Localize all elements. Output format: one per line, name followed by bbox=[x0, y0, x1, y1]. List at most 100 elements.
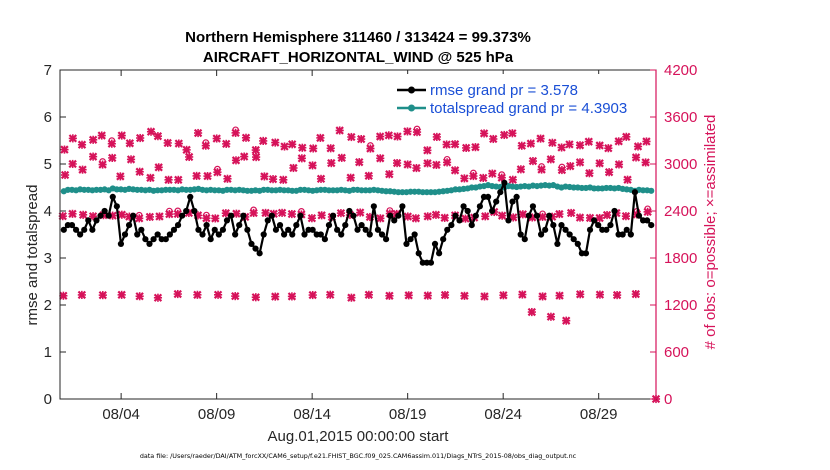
series-point bbox=[644, 217, 651, 224]
obs-assimilated-marker bbox=[309, 144, 318, 153]
obs-assimilated-marker bbox=[68, 209, 77, 218]
obs-assimilated-marker bbox=[98, 290, 107, 300]
obs-assimilated-marker bbox=[88, 212, 98, 221]
y-axis-label-left: rmse and totalspread bbox=[24, 185, 41, 326]
obs-assimilated-marker bbox=[126, 155, 136, 164]
series-point bbox=[374, 226, 382, 233]
obs-assimilated-marker bbox=[271, 138, 280, 147]
obs-assimilated-marker bbox=[68, 159, 77, 169]
series-point bbox=[60, 226, 67, 233]
series-point bbox=[513, 193, 520, 200]
obs-assimilated-marker bbox=[146, 127, 156, 136]
obs-assimilated-marker bbox=[317, 211, 326, 220]
obs-assimilated-marker bbox=[192, 171, 201, 181]
obs-assimilated-marker bbox=[297, 154, 307, 163]
obs-assimilated-marker bbox=[641, 158, 650, 167]
series-point bbox=[403, 240, 410, 247]
obs-assimilated-marker bbox=[460, 291, 469, 301]
obs-assimilated-marker bbox=[376, 214, 385, 223]
obs-assimilated-marker bbox=[423, 146, 432, 155]
obs-assimilated-marker bbox=[412, 127, 422, 137]
series-point bbox=[591, 217, 598, 224]
obs-assimilated-marker bbox=[240, 152, 249, 161]
series-point bbox=[199, 231, 206, 238]
obs-assimilated-marker bbox=[548, 138, 557, 147]
obs-assimilated-marker bbox=[555, 291, 564, 300]
series-point bbox=[97, 212, 104, 219]
obs-assimilated-marker bbox=[78, 165, 87, 174]
y-tick-label-left: 2 bbox=[44, 297, 52, 314]
totalspread-series bbox=[60, 182, 655, 196]
obs-assimilated-marker bbox=[97, 131, 106, 140]
series-point bbox=[179, 212, 186, 219]
series-point bbox=[317, 231, 324, 238]
obs-assimilated-marker bbox=[393, 132, 402, 141]
obs-assimilated-marker bbox=[364, 290, 374, 299]
obs-assimilated-marker bbox=[508, 175, 517, 184]
series-point bbox=[623, 226, 630, 233]
obs-assimilated-marker bbox=[153, 131, 163, 141]
series-point bbox=[117, 240, 125, 247]
obs-assimilated-marker bbox=[116, 172, 125, 181]
obs-assimilated-marker bbox=[287, 292, 297, 301]
obs-assimilated-marker bbox=[125, 139, 135, 148]
rmse-series bbox=[60, 179, 655, 266]
obs-assimilated-marker bbox=[471, 142, 480, 152]
obs-assimilated-marker bbox=[251, 293, 260, 302]
series-point bbox=[68, 222, 76, 229]
obs-assimilated-marker bbox=[423, 212, 432, 221]
series-point bbox=[607, 222, 614, 229]
series-point bbox=[586, 226, 594, 233]
series-point bbox=[521, 236, 528, 243]
obs-assimilated-marker bbox=[289, 163, 298, 173]
series-point bbox=[338, 231, 345, 238]
obs-assimilated-marker bbox=[307, 214, 317, 223]
obs-assimilated-marker bbox=[145, 212, 155, 222]
obs-assimilated-marker bbox=[508, 129, 517, 138]
series-point bbox=[550, 222, 557, 229]
series-point bbox=[138, 226, 145, 233]
obs-assimilated-marker bbox=[193, 290, 202, 300]
series-point bbox=[387, 212, 394, 219]
y-tick-label-right: 1200 bbox=[664, 297, 697, 314]
obs-assimilated-marker bbox=[231, 291, 240, 301]
obs-assimilated-marker bbox=[259, 136, 268, 146]
series-point bbox=[497, 189, 504, 196]
obs-assimilated-marker bbox=[517, 141, 526, 150]
y-axis-left-ticks: 0 1 2 3 4 5 6 7 bbox=[44, 62, 66, 408]
series-point bbox=[227, 212, 235, 219]
series-point bbox=[162, 236, 169, 243]
series-point bbox=[464, 207, 471, 215]
obs-assimilated-marker bbox=[251, 145, 260, 155]
series-point bbox=[448, 222, 455, 229]
obs-assimilated-marker bbox=[287, 209, 297, 219]
obs-assimilated-marker bbox=[68, 134, 78, 143]
obs-assimilated-marker bbox=[460, 174, 469, 183]
obs-assimilated-marker bbox=[575, 141, 585, 150]
series-point bbox=[407, 236, 414, 243]
obs-assimilated-marker bbox=[88, 152, 98, 161]
obs-assimilated-marker bbox=[614, 160, 624, 169]
y-tick-label-right: 600 bbox=[664, 344, 689, 361]
obs-assimilated-marker bbox=[280, 142, 289, 151]
obs-assimilated-marker bbox=[479, 129, 489, 138]
series-point bbox=[582, 250, 590, 257]
obs-assimilated-marker bbox=[78, 210, 88, 220]
x-tick-label: 08/19 bbox=[389, 406, 427, 423]
series-point bbox=[219, 226, 227, 233]
obs-assimilated-marker bbox=[268, 174, 278, 184]
obs-assimilated-marker bbox=[631, 153, 641, 162]
series-point bbox=[268, 212, 275, 219]
obs-assimilated-marker bbox=[260, 172, 269, 181]
series-point bbox=[468, 222, 475, 229]
series-point bbox=[93, 217, 100, 224]
series-point bbox=[546, 212, 553, 219]
legend-marker-rmse bbox=[408, 86, 415, 94]
series-point bbox=[289, 231, 296, 238]
obs-assimilated-marker bbox=[107, 139, 117, 148]
series-point bbox=[334, 226, 341, 233]
obs-assimilated-marker bbox=[461, 214, 470, 223]
obs-assimilated-marker bbox=[423, 291, 432, 300]
obs-assimilated-marker bbox=[336, 208, 346, 218]
obs-assimilated-marker bbox=[566, 161, 575, 171]
